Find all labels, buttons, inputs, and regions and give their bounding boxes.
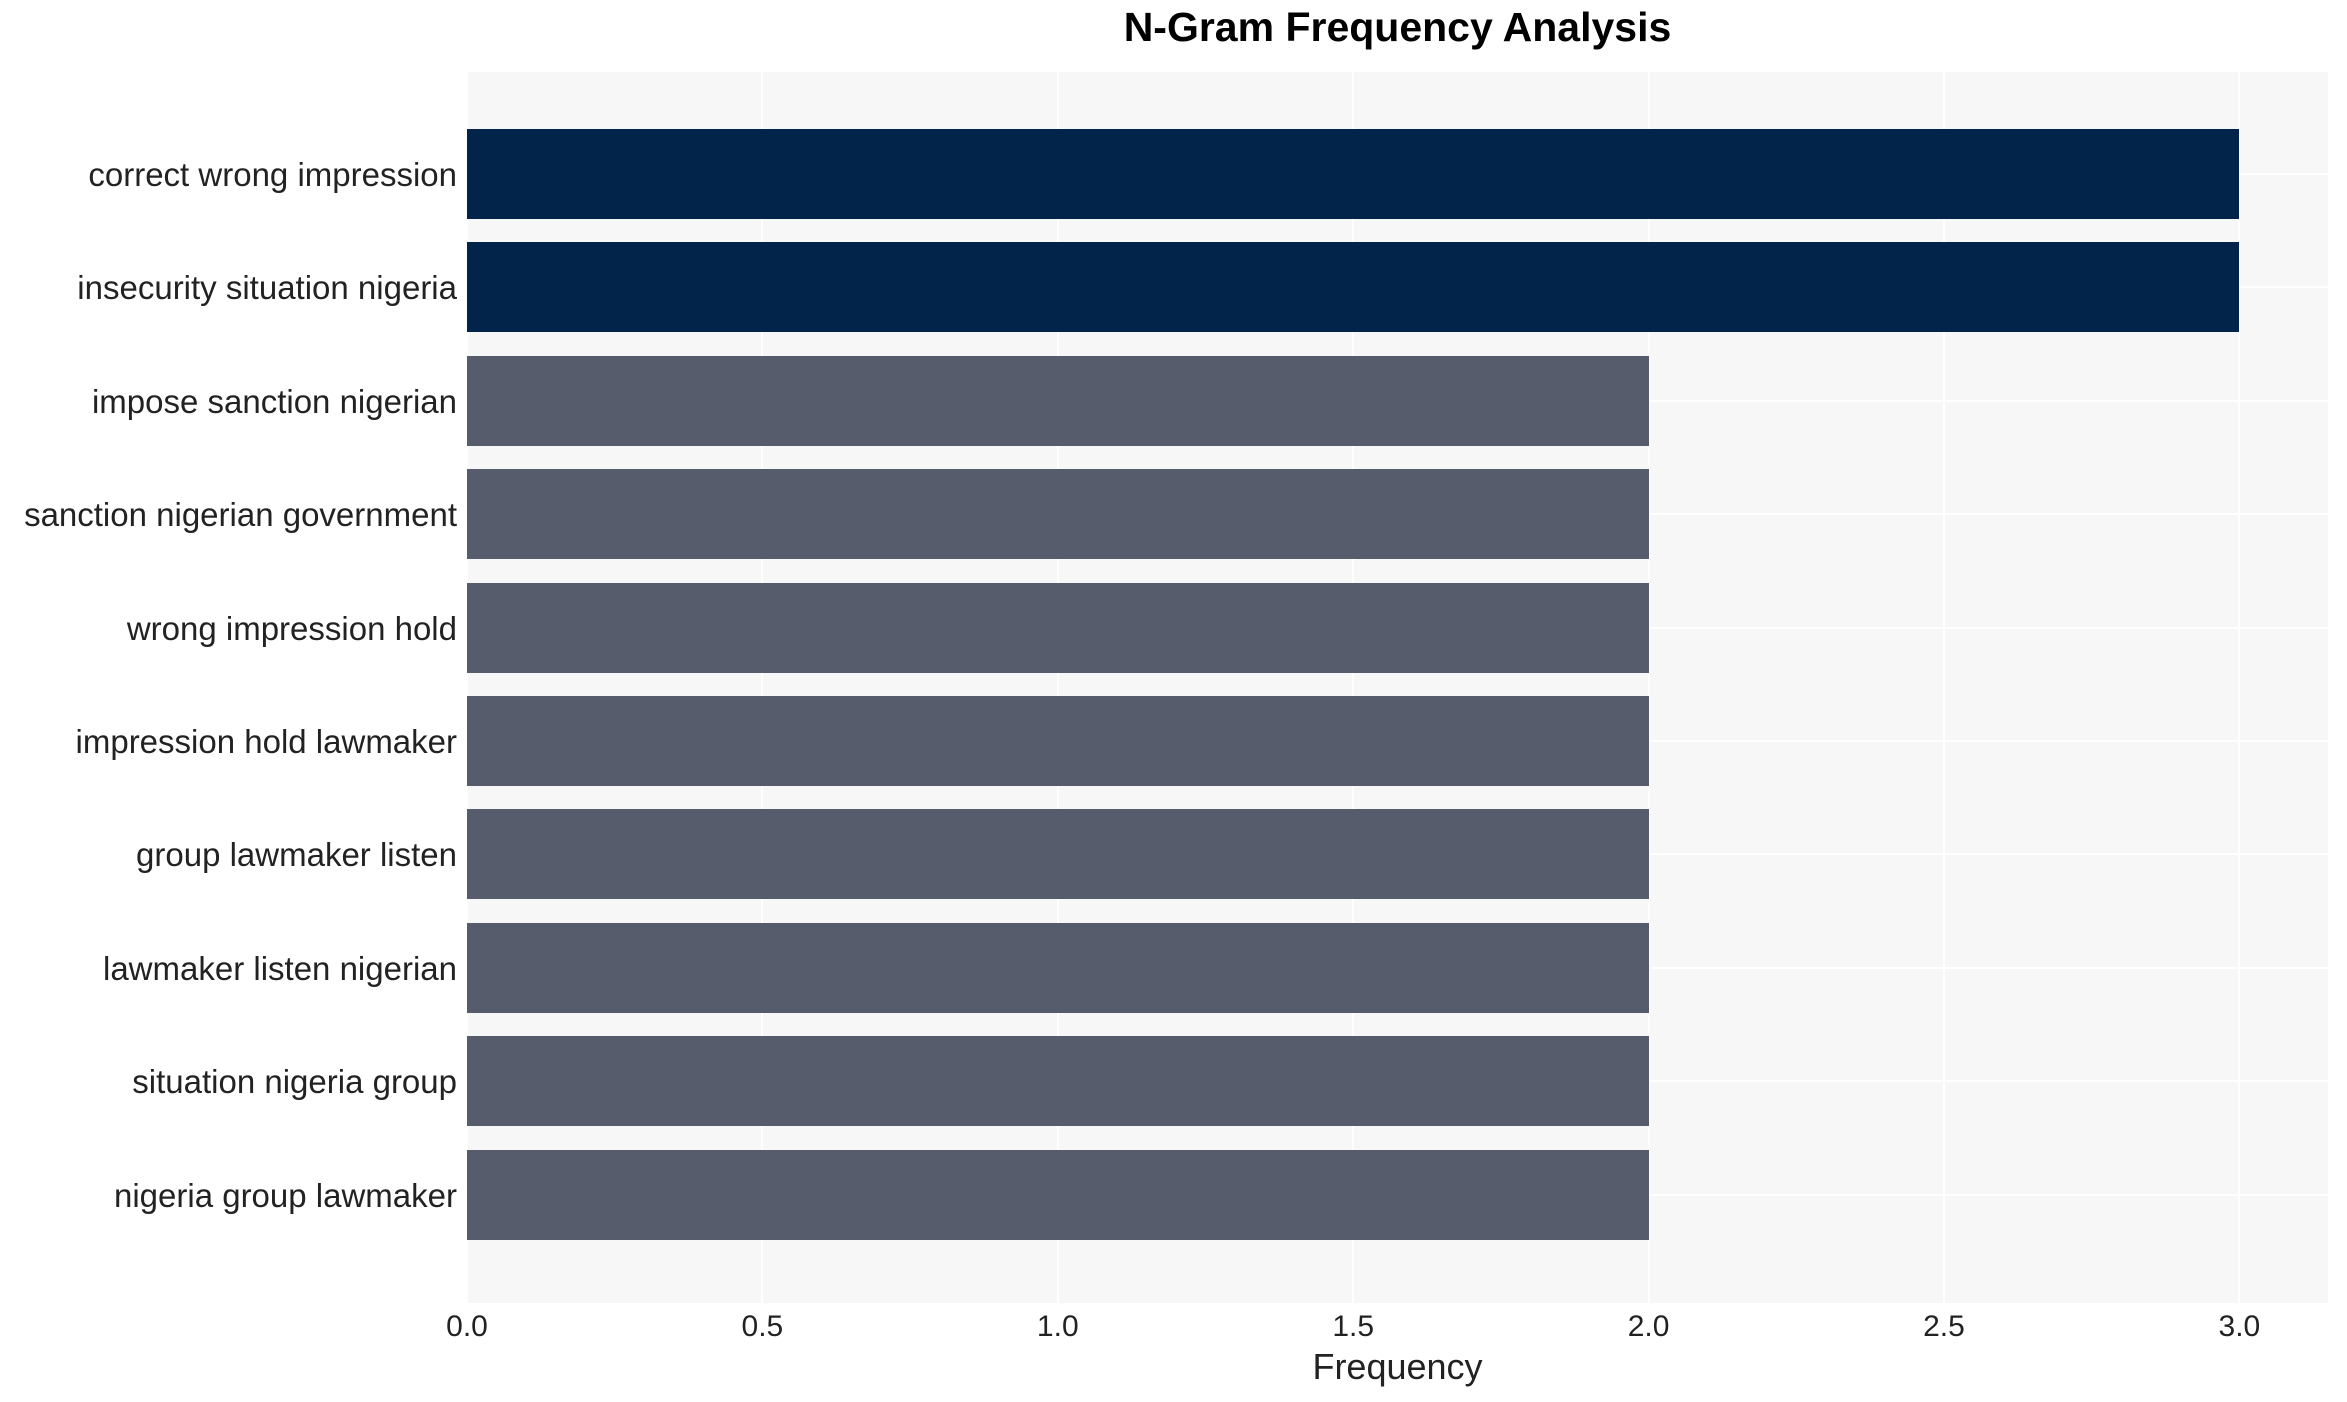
y-axis-label: nigeria group lawmaker [113,1176,457,1214]
bar [467,469,1649,560]
bar [467,1036,1649,1127]
bar [467,1149,1649,1240]
chart-title: N-Gram Frequency Analysis [1123,4,1672,50]
bar [467,922,1649,1013]
vertical-gridline [466,72,468,1303]
vertical-gridline [1942,72,1945,1303]
bar [467,129,2240,219]
y-axis-label: group lawmaker listen [136,836,457,874]
y-axis-label: insecurity situation nigeria [77,269,457,307]
y-axis-label: sanction nigerian government [24,496,457,534]
bar [467,582,1649,673]
vertical-gridline [761,72,764,1303]
bar [467,809,1649,900]
y-axis-label: lawmaker listen nigerian [103,949,457,987]
bar [467,242,2240,333]
x-tick-label: 0.0 [446,1310,488,1343]
x-tick-label: 3.0 [2218,1310,2261,1343]
vertical-gridline [1647,72,1650,1303]
x-tick-label: 0.5 [741,1310,784,1343]
x-axis-title: Frequency [1312,1346,1483,1387]
vertical-gridline [1056,72,1059,1303]
x-tick-label: 2.0 [1627,1310,1670,1343]
bar [467,355,1649,446]
vertical-gridline [1352,72,1355,1303]
vertical-gridline [2238,72,2241,1303]
y-axis-label: impose sanction nigerian [91,382,457,420]
y-axis-label: situation nigeria group [132,1063,457,1101]
y-axis-label: impression hold lawmaker [75,723,457,760]
bar [467,696,1649,786]
y-axis-label: wrong impression hold [126,609,457,647]
x-tick-label: 2.5 [1923,1310,1965,1343]
x-tick-label: 1.5 [1332,1310,1375,1343]
x-tick-label: 1.0 [1036,1310,1079,1343]
y-axis-label: correct wrong impression [88,156,457,193]
plot-area [466,72,2328,1303]
